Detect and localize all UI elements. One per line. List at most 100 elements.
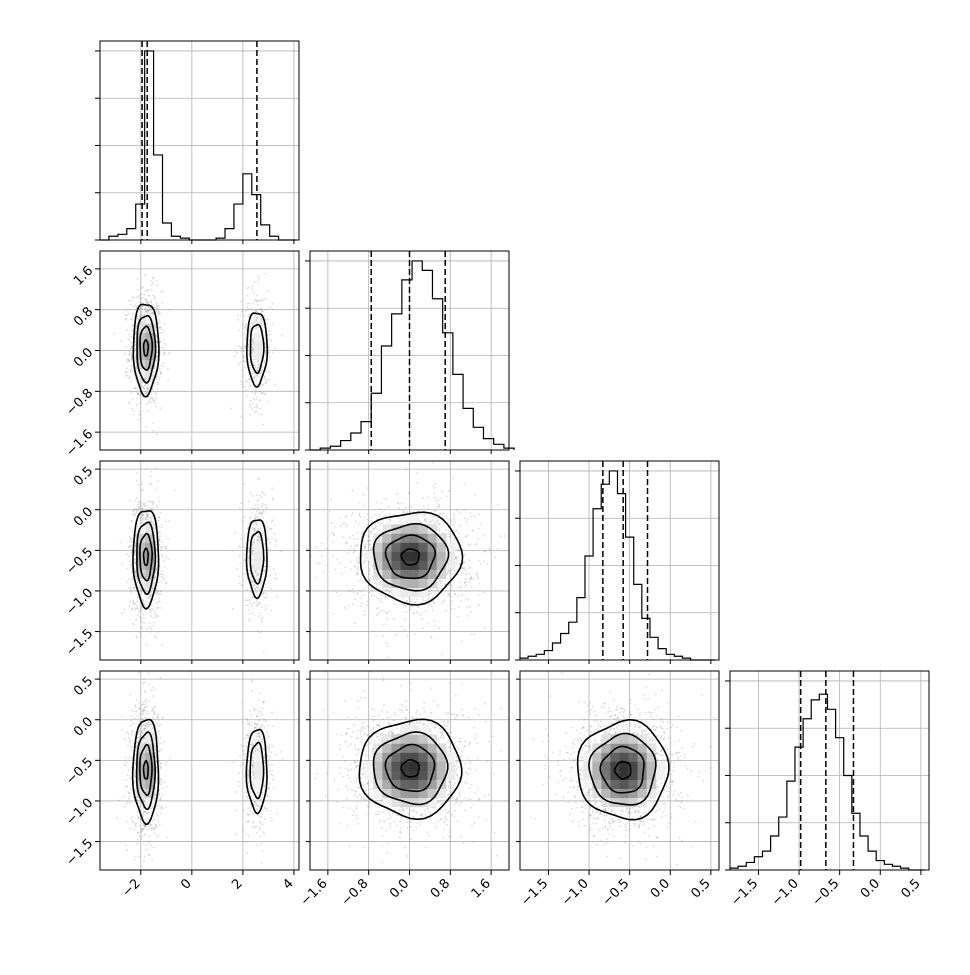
sample-point — [243, 810, 245, 812]
sample-point — [356, 568, 358, 570]
sample-point — [467, 543, 469, 545]
sample-point — [273, 787, 275, 789]
sample-point — [134, 704, 136, 706]
sample-point — [262, 593, 264, 595]
sample-point — [383, 624, 385, 626]
sample-point — [140, 519, 142, 521]
sample-point — [249, 785, 251, 787]
sample-point — [153, 622, 155, 624]
sample-point — [162, 346, 164, 348]
sample-point — [430, 636, 432, 638]
sample-point — [161, 576, 163, 578]
sample-point — [257, 366, 259, 368]
sample-point — [249, 599, 251, 601]
sample-point — [141, 626, 143, 628]
sample-point — [152, 430, 154, 432]
sample-point — [250, 406, 252, 408]
sample-point — [133, 602, 135, 604]
sample-point — [252, 323, 254, 325]
sample-point — [257, 281, 259, 283]
sample-point — [376, 614, 378, 616]
sample-point — [163, 348, 165, 350]
sample-point — [134, 609, 136, 611]
sample-point — [265, 382, 267, 384]
sample-point — [161, 571, 163, 573]
sample-point — [266, 731, 268, 733]
sample-point — [134, 711, 136, 713]
sample-point — [260, 529, 262, 531]
sample-point — [163, 366, 165, 368]
sample-point — [149, 309, 151, 311]
sample-point — [329, 510, 331, 512]
sample-point — [269, 330, 271, 332]
sample-point — [431, 588, 433, 590]
sample-point — [249, 620, 251, 622]
sample-point — [271, 537, 273, 539]
sample-point — [164, 763, 166, 765]
sample-point — [252, 753, 254, 755]
sample-point — [147, 387, 149, 389]
sample-point — [128, 737, 130, 739]
sample-point — [252, 781, 254, 783]
sample-point — [137, 395, 139, 397]
sample-point — [380, 584, 382, 586]
sample-point — [261, 384, 263, 386]
scatter-panel-0-3 — [100, 671, 299, 885]
sample-point — [128, 402, 130, 404]
sample-point — [381, 601, 383, 603]
sample-point — [242, 722, 244, 724]
sample-point — [467, 534, 469, 536]
sample-point — [138, 702, 140, 704]
sample-point — [242, 417, 244, 419]
sample-point — [151, 471, 153, 473]
sample-point — [156, 608, 158, 610]
sample-point — [138, 510, 140, 512]
sample-point — [256, 586, 258, 588]
sample-point — [264, 376, 266, 378]
sample-point — [248, 540, 250, 542]
sample-point — [249, 710, 251, 712]
sample-point — [258, 615, 260, 617]
sample-point — [263, 831, 265, 833]
sample-point — [272, 779, 274, 781]
sample-point — [483, 561, 485, 563]
sample-point — [256, 600, 258, 602]
sample-point — [246, 589, 248, 591]
sample-point — [244, 749, 246, 751]
sample-point — [159, 332, 161, 334]
sample-point — [137, 315, 139, 317]
sample-point — [269, 372, 271, 374]
sample-point — [156, 467, 158, 469]
sample-point — [244, 325, 246, 327]
sample-point — [125, 372, 127, 374]
sample-point — [145, 849, 147, 851]
sample-point — [163, 559, 165, 561]
sample-point — [382, 635, 384, 637]
sample-point — [464, 483, 466, 485]
sample-point — [471, 586, 473, 588]
sample-point — [268, 765, 270, 767]
sample-point — [446, 495, 448, 497]
sample-point — [269, 566, 271, 568]
sample-point — [256, 319, 258, 321]
sample-point — [242, 351, 244, 353]
sample-point — [163, 339, 165, 341]
sample-point — [252, 290, 254, 292]
sample-point — [242, 746, 244, 748]
sample-point — [457, 586, 459, 588]
sample-point — [153, 828, 155, 830]
sample-point — [151, 828, 153, 830]
sample-point — [268, 744, 270, 746]
sample-point — [273, 577, 275, 579]
sample-point — [469, 606, 471, 608]
sample-point — [157, 284, 159, 286]
sample-point — [150, 401, 152, 403]
sample-point — [131, 733, 133, 735]
sample-point — [145, 701, 147, 703]
sample-point — [164, 566, 166, 568]
sample-point — [124, 353, 126, 355]
sample-point — [439, 530, 441, 532]
sample-point — [359, 590, 361, 592]
sample-point — [262, 424, 264, 426]
sample-point — [134, 559, 136, 561]
